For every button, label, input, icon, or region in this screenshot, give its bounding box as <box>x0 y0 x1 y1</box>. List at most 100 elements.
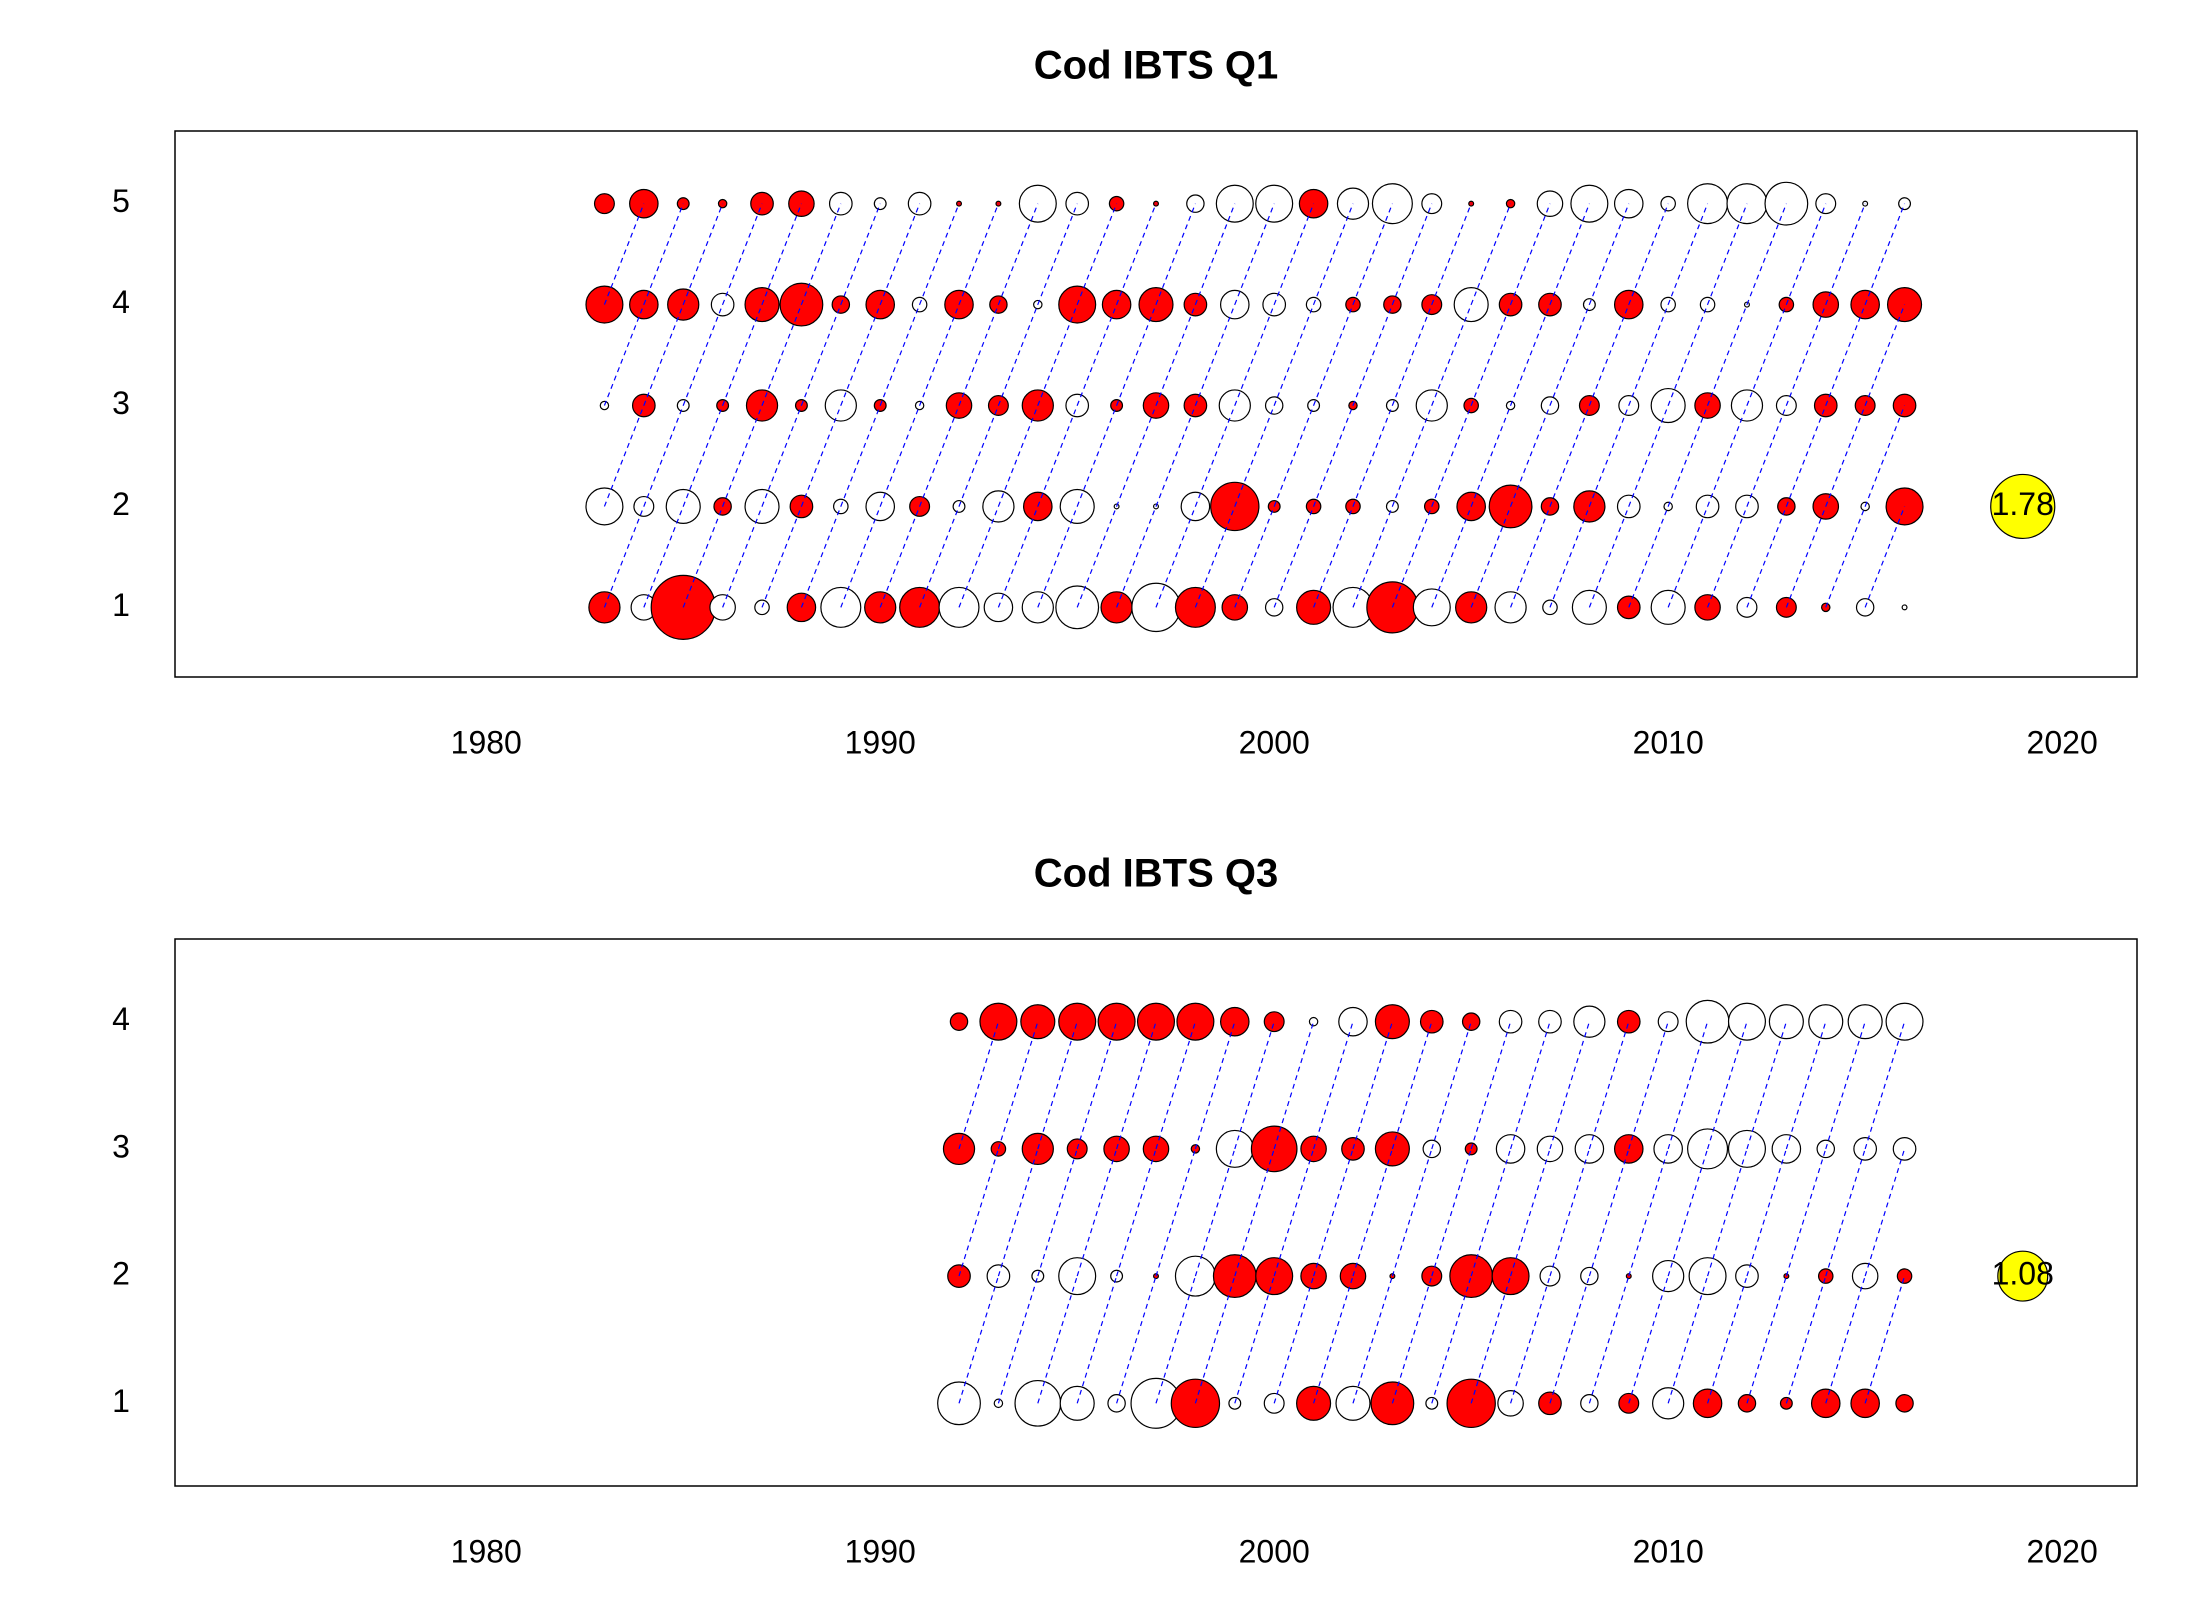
cohort-line <box>1785 506 1827 608</box>
cohort-line <box>1194 1021 1236 1150</box>
cohort-line <box>1746 1021 1787 1150</box>
cohort-line <box>958 1021 999 1150</box>
bubble <box>1853 1137 1878 1161</box>
cohort-line <box>643 506 684 608</box>
bubble <box>947 1264 971 1288</box>
bubble <box>1775 596 1797 618</box>
cohort-line <box>1116 405 1157 507</box>
cohort-line <box>1273 1148 1315 1277</box>
cohort-line <box>1667 405 1709 507</box>
cohort-line <box>1352 405 1393 507</box>
y-tick-label: 4 <box>112 1001 130 1037</box>
bubble <box>1491 1257 1530 1296</box>
cohort-line <box>1116 1275 1157 1404</box>
cohort-line <box>840 203 881 305</box>
cohort-line <box>1155 405 1196 507</box>
x-tick-label: 2010 <box>1633 1533 1704 1569</box>
cohort-line <box>1785 1148 1827 1277</box>
cohort-line <box>1391 1275 1433 1404</box>
bubble <box>949 1012 969 1031</box>
cohort-line <box>1155 304 1196 406</box>
x-tick-label: 2010 <box>1633 724 1704 760</box>
bubble <box>1255 184 1294 223</box>
cohort-line <box>1510 1275 1551 1404</box>
cohort-line <box>1864 405 1906 507</box>
bubble <box>990 1141 1007 1157</box>
cohort-line <box>800 506 842 608</box>
cohort-line <box>1864 304 1906 406</box>
cohort-line <box>1391 405 1433 507</box>
bubble <box>986 1264 1011 1288</box>
cohort-line <box>1352 304 1393 406</box>
bubble <box>1461 1012 1481 1031</box>
bubble <box>1136 1002 1176 1041</box>
cohort-line <box>879 506 921 608</box>
cohort-line <box>1510 304 1551 406</box>
bubble <box>1374 1004 1410 1040</box>
cohort-line <box>997 506 1039 608</box>
cohort-line <box>997 1021 1039 1150</box>
bubble <box>1100 591 1133 624</box>
bubble <box>1338 1006 1368 1037</box>
cohort-line <box>1391 506 1433 608</box>
cohort-line <box>1037 203 1078 305</box>
bubble <box>1498 1009 1523 1034</box>
bubble <box>1215 1129 1254 1168</box>
cohort-line <box>1470 203 1512 305</box>
cohort-line <box>1234 203 1275 305</box>
cohort-line <box>1707 203 1748 305</box>
cohort-line <box>1116 203 1157 305</box>
y-tick-label: 1 <box>112 587 130 623</box>
cohort-line <box>1234 1275 1275 1404</box>
cohort-line <box>1194 1148 1236 1277</box>
cohort-line <box>1864 203 1906 305</box>
cohort-line <box>919 405 960 507</box>
cohort-line <box>603 405 645 507</box>
cohort-line <box>1588 1021 1630 1150</box>
bubble <box>979 1002 1018 1041</box>
bubble <box>1901 604 1908 611</box>
cohort-line <box>1549 506 1590 608</box>
bubble <box>1688 1257 1727 1296</box>
cohort-line <box>1116 506 1157 608</box>
bubble <box>1727 1002 1766 1041</box>
y-tick-label: 1 <box>112 1383 130 1419</box>
bubble <box>1817 1268 1834 1284</box>
cohort-line <box>682 304 724 406</box>
y-tick-label: 5 <box>112 183 130 219</box>
cohort-line <box>722 304 763 406</box>
cohort-line <box>1470 1275 1512 1404</box>
cohort-line <box>1234 405 1275 507</box>
chart-title: Cod IBTS Q3 <box>1034 852 1278 896</box>
cohort-line <box>1352 1275 1393 1404</box>
cohort-line <box>997 304 1039 406</box>
cohort-line <box>603 506 645 608</box>
cohort-line <box>1155 1275 1196 1404</box>
x-tick-label: 2020 <box>2027 1533 2098 1569</box>
bubble <box>1097 1002 1136 1041</box>
cohort-line <box>1234 506 1275 608</box>
cohort-line <box>1076 203 1118 305</box>
cohort-line <box>1549 1275 1590 1404</box>
cohort-line <box>1667 1275 1709 1404</box>
cohort-line <box>1391 203 1433 305</box>
cohort-line <box>1864 1021 1906 1150</box>
cohort-line <box>1864 1275 1906 1404</box>
cohort-line <box>1628 1021 1669 1150</box>
cohort-line <box>1825 405 1866 507</box>
cohort-line <box>643 405 684 507</box>
cohort-line <box>1155 203 1196 305</box>
cohort-line <box>1706 1148 1748 1277</box>
cohort-line <box>1667 304 1709 406</box>
cohort-line <box>1431 1148 1472 1277</box>
bubble <box>1885 1002 1924 1041</box>
bubble <box>820 586 862 628</box>
cohort-line <box>1352 506 1393 608</box>
cohort-line <box>997 405 1039 507</box>
cohort-line <box>1628 506 1669 608</box>
cohort-line <box>1746 304 1787 406</box>
bubble <box>1341 1137 1365 1161</box>
bubble <box>1768 1004 1804 1040</box>
cohort-line <box>958 1148 999 1277</box>
cohort-line <box>1707 506 1748 608</box>
